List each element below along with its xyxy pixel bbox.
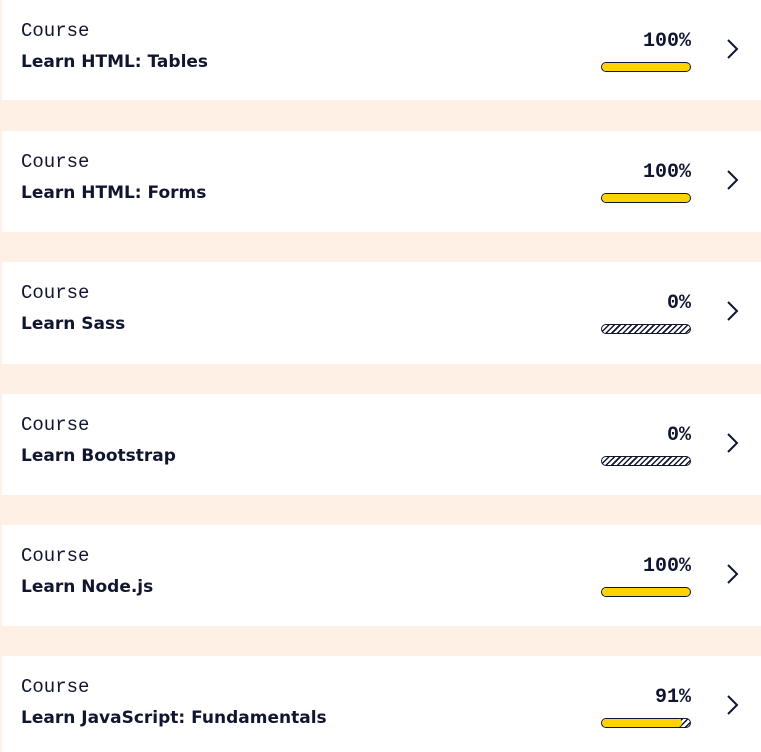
course-type-label: Course <box>21 151 90 173</box>
course-type-label: Course <box>21 20 90 42</box>
course-title: Learn Bootstrap <box>21 446 176 466</box>
course-card[interactable]: Course Learn HTML: Forms 100% <box>2 131 761 232</box>
progress-bar <box>601 193 691 203</box>
progress-percent: 100% <box>642 555 691 578</box>
course-title: Learn HTML: Tables <box>21 52 209 72</box>
chevron-right-icon[interactable] <box>720 562 744 586</box>
course-title: Learn JavaScript: Fundamentals <box>21 708 327 728</box>
course-card[interactable]: Course Learn Node.js 100% <box>2 525 761 626</box>
progress-percent: 91% <box>654 686 691 709</box>
progress-bar <box>601 324 691 334</box>
course-title: Learn Node.js <box>21 577 154 597</box>
progress-bar-fill <box>602 719 683 727</box>
course-type-label: Course <box>21 676 90 698</box>
course-card[interactable]: Course Learn HTML: Tables 100% <box>2 0 761 100</box>
chevron-right-icon[interactable] <box>720 693 744 717</box>
progress-percent: 0% <box>666 292 691 315</box>
progress-percent: 0% <box>666 424 691 447</box>
progress-bar <box>601 587 691 597</box>
progress-bar <box>601 62 691 72</box>
progress-bar-fill <box>602 194 690 202</box>
progress-bar-fill <box>602 588 690 596</box>
course-title: Learn Sass <box>21 314 126 334</box>
chevron-right-icon[interactable] <box>720 299 744 323</box>
progress-bar <box>601 456 691 466</box>
progress-percent: 100% <box>642 161 691 184</box>
course-type-label: Course <box>21 414 90 436</box>
progress-percent: 100% <box>642 30 691 53</box>
chevron-right-icon[interactable] <box>720 431 744 455</box>
progress-bar <box>601 718 691 728</box>
chevron-right-icon[interactable] <box>720 168 744 192</box>
course-card[interactable]: Course Learn Bootstrap 0% <box>2 394 761 495</box>
course-type-label: Course <box>21 545 90 567</box>
chevron-right-icon[interactable] <box>720 37 744 61</box>
course-type-label: Course <box>21 282 90 304</box>
course-title: Learn HTML: Forms <box>21 183 207 203</box>
course-card[interactable]: Course Learn Sass 0% <box>2 262 761 364</box>
course-card[interactable]: Course Learn JavaScript: Fundamentals 91… <box>2 656 761 752</box>
progress-bar-fill <box>602 63 690 71</box>
